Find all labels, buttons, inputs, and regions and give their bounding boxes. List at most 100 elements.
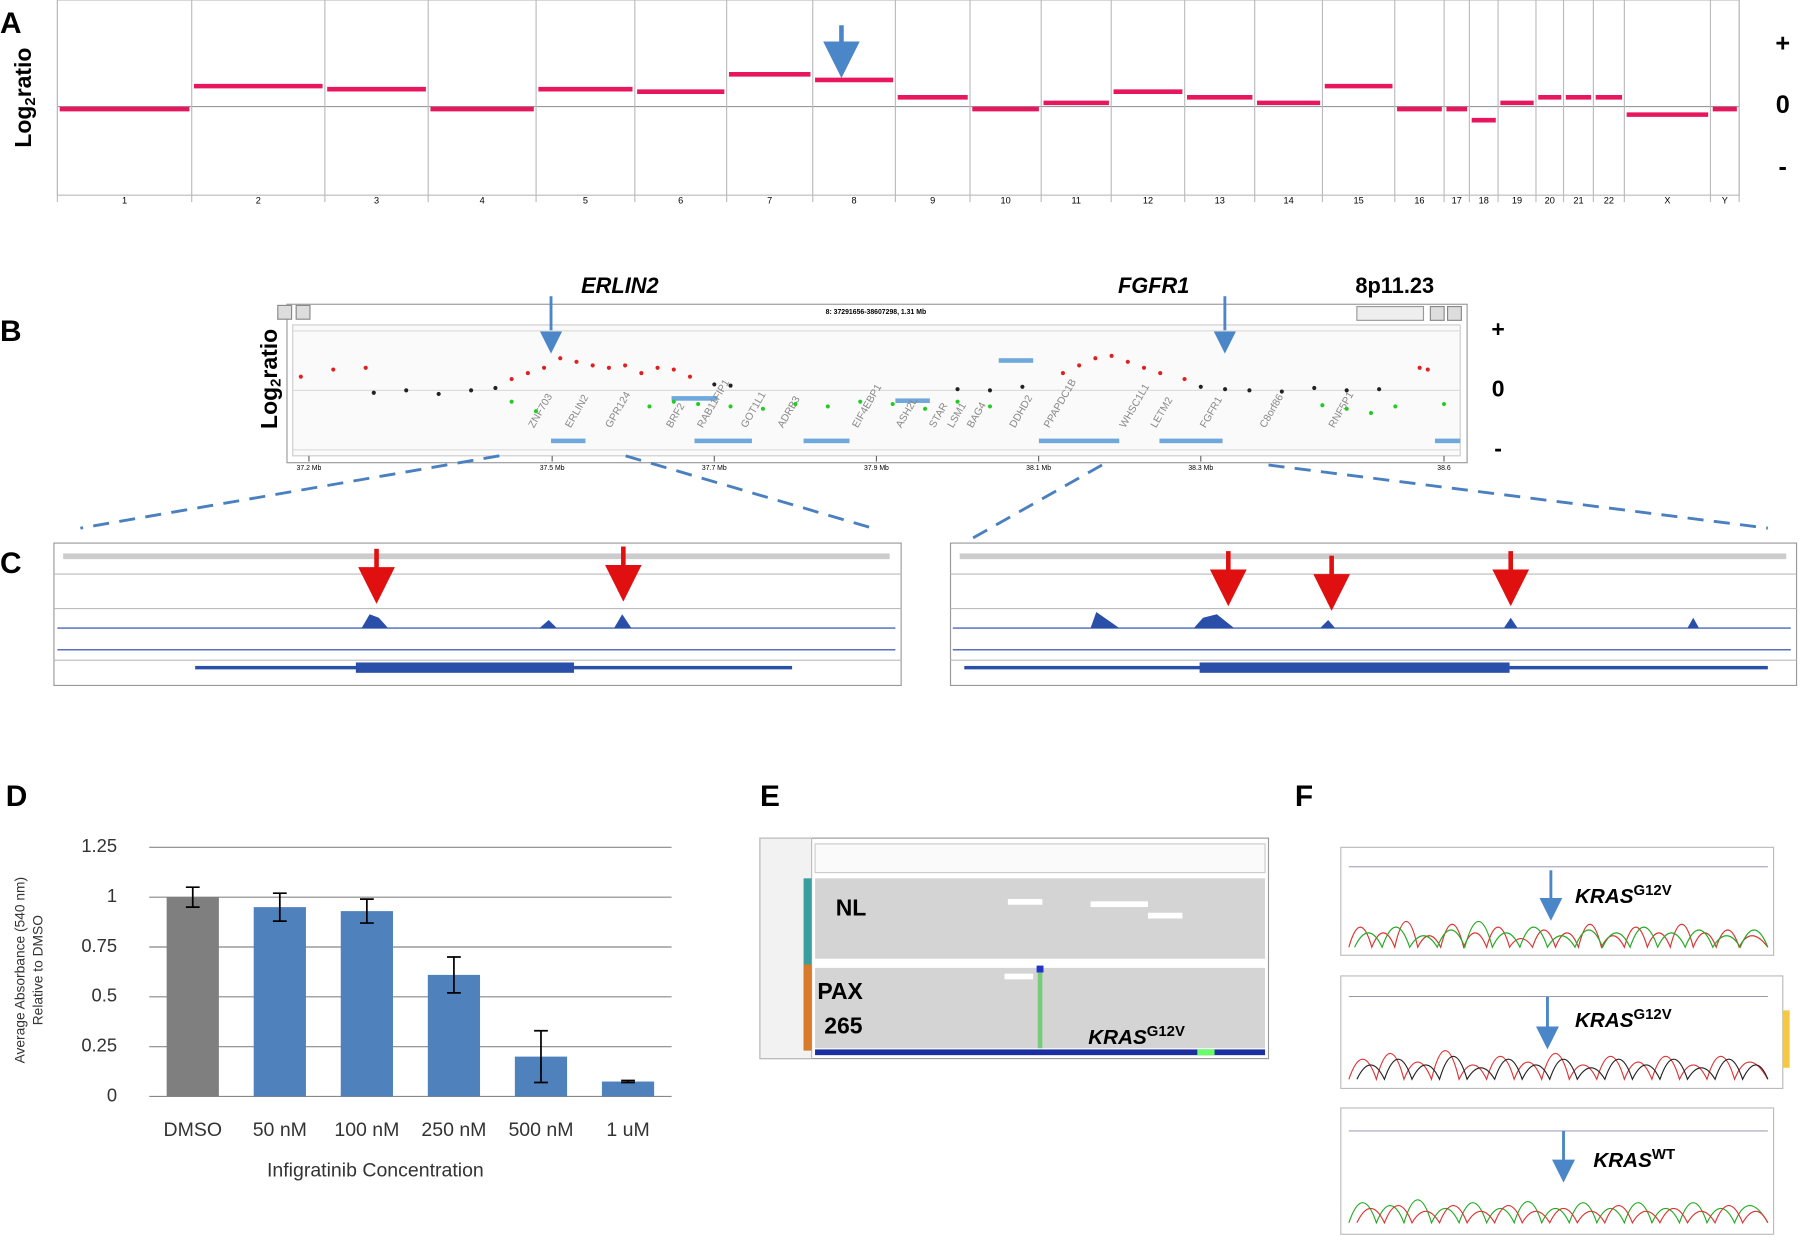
mutation-label: KRASWT bbox=[1593, 1146, 1675, 1172]
x-tick-label: 19 bbox=[1512, 195, 1522, 205]
x-tick-label: 1 bbox=[122, 195, 127, 205]
panel-b-frame bbox=[80, 296, 1769, 541]
x-tick-label: 22 bbox=[1604, 195, 1614, 205]
bar bbox=[253, 907, 306, 1097]
data-point bbox=[712, 382, 717, 387]
data-point bbox=[509, 376, 514, 382]
bar bbox=[427, 974, 481, 1097]
y-tick-label: 1 bbox=[107, 885, 117, 906]
data-point bbox=[558, 356, 563, 361]
bar bbox=[340, 911, 393, 1097]
x-tick-label: 15 bbox=[1354, 195, 1364, 205]
data-point bbox=[647, 404, 652, 409]
x-tick-label: 50 nM bbox=[253, 1119, 307, 1141]
x-tick-label: 21 bbox=[1573, 195, 1583, 205]
data-point bbox=[590, 363, 595, 368]
x-tick-label: 3 bbox=[374, 195, 379, 205]
x-tick-label: 6 bbox=[678, 195, 683, 205]
error-bar bbox=[185, 886, 200, 908]
y-axis-label: Average Absorbance (540 nm) bbox=[12, 877, 27, 1063]
x-tick-label: X bbox=[1664, 195, 1670, 205]
sample-label: PAX bbox=[817, 978, 863, 1004]
mutation-label: KRASG12V bbox=[1575, 1006, 1672, 1032]
y-tick-label: - bbox=[1494, 435, 1502, 461]
data-point bbox=[793, 401, 798, 407]
x-tick-label: 9 bbox=[930, 195, 935, 205]
x-tick-label: 13 bbox=[1215, 195, 1225, 205]
data-point bbox=[987, 388, 993, 393]
variant: G12V bbox=[1634, 882, 1672, 899]
y-tick-label: 0.5 bbox=[92, 985, 118, 1006]
data-point bbox=[955, 387, 960, 392]
label-part: Log bbox=[10, 106, 36, 148]
y-axis-label: Relative to DMSO bbox=[31, 915, 46, 1025]
sample-label: 265 bbox=[824, 1013, 863, 1039]
data-point bbox=[923, 406, 928, 411]
x-tick-label: 37.5 Mb bbox=[540, 465, 565, 472]
gene: KRAS bbox=[1575, 1009, 1634, 1032]
data-point bbox=[825, 404, 830, 409]
y-tick-label: + bbox=[1491, 316, 1504, 342]
data-point bbox=[1344, 406, 1349, 411]
data-point bbox=[1368, 410, 1374, 416]
data-point bbox=[987, 404, 993, 409]
data-point bbox=[298, 374, 303, 379]
data-point bbox=[1425, 367, 1430, 372]
x-tick-label: 10 bbox=[1001, 195, 1011, 205]
data-point bbox=[760, 406, 766, 411]
data-point bbox=[493, 385, 498, 391]
x-tick-label: 37.9 Mb bbox=[864, 465, 889, 472]
error-bar bbox=[359, 898, 374, 924]
y-tick-label: + bbox=[1775, 29, 1790, 57]
y-axis-label: Log2ratio bbox=[256, 329, 285, 429]
data-point bbox=[371, 390, 376, 395]
panel-label: F bbox=[1295, 780, 1313, 813]
data-point bbox=[1417, 365, 1422, 370]
x-tick-label: DMSO bbox=[164, 1119, 222, 1141]
x-tick-label: 500 nM bbox=[508, 1119, 573, 1141]
data-point bbox=[1020, 384, 1025, 389]
data-point bbox=[1279, 389, 1284, 394]
region-header: 8: 37291656-38607298, 1.31 Mb bbox=[826, 309, 927, 316]
y-axis-label: Log2ratio bbox=[10, 48, 39, 148]
gene: KRAS bbox=[1593, 1149, 1652, 1172]
panel-f bbox=[1340, 846, 1790, 1235]
data-point bbox=[655, 365, 660, 370]
data-point bbox=[858, 399, 863, 404]
data-point bbox=[1060, 371, 1066, 376]
data-point bbox=[1344, 388, 1349, 393]
data-point bbox=[1441, 401, 1447, 407]
x-tick-label: 8 bbox=[852, 195, 857, 205]
x-tick-label: 11 bbox=[1071, 195, 1081, 205]
x-tick-label: 18 bbox=[1479, 195, 1489, 205]
y-tick-label: 1.25 bbox=[81, 835, 117, 856]
data-point bbox=[533, 409, 539, 414]
data-point bbox=[728, 404, 733, 409]
sample-label: NL bbox=[836, 894, 867, 920]
data-point bbox=[363, 365, 368, 370]
data-point bbox=[331, 367, 336, 372]
data-point bbox=[687, 374, 693, 379]
data-point bbox=[1312, 385, 1317, 391]
label-part: ratio bbox=[256, 329, 282, 379]
error-bar bbox=[447, 956, 461, 994]
gene-annotation: FGFR1 bbox=[1118, 273, 1189, 298]
x-tick-label: 16 bbox=[1414, 195, 1424, 205]
data-point bbox=[955, 399, 960, 404]
panel-label: E bbox=[760, 780, 780, 813]
x-tick-label: 2 bbox=[256, 195, 261, 205]
y-tick-label: 0 bbox=[107, 1084, 117, 1105]
data-point bbox=[639, 371, 644, 376]
data-point bbox=[404, 388, 409, 393]
mutation-label: KRASG12V bbox=[1575, 882, 1672, 908]
panel-e bbox=[759, 837, 1270, 1060]
data-point bbox=[1141, 365, 1147, 370]
label-part: Log bbox=[256, 387, 282, 429]
x-tick-label: 38.1 Mb bbox=[1026, 465, 1051, 472]
data-point bbox=[1247, 388, 1252, 393]
data-point bbox=[436, 391, 441, 397]
data-point bbox=[728, 383, 733, 388]
y-tick-label: 0.25 bbox=[81, 1034, 117, 1055]
data-point bbox=[1377, 387, 1382, 392]
